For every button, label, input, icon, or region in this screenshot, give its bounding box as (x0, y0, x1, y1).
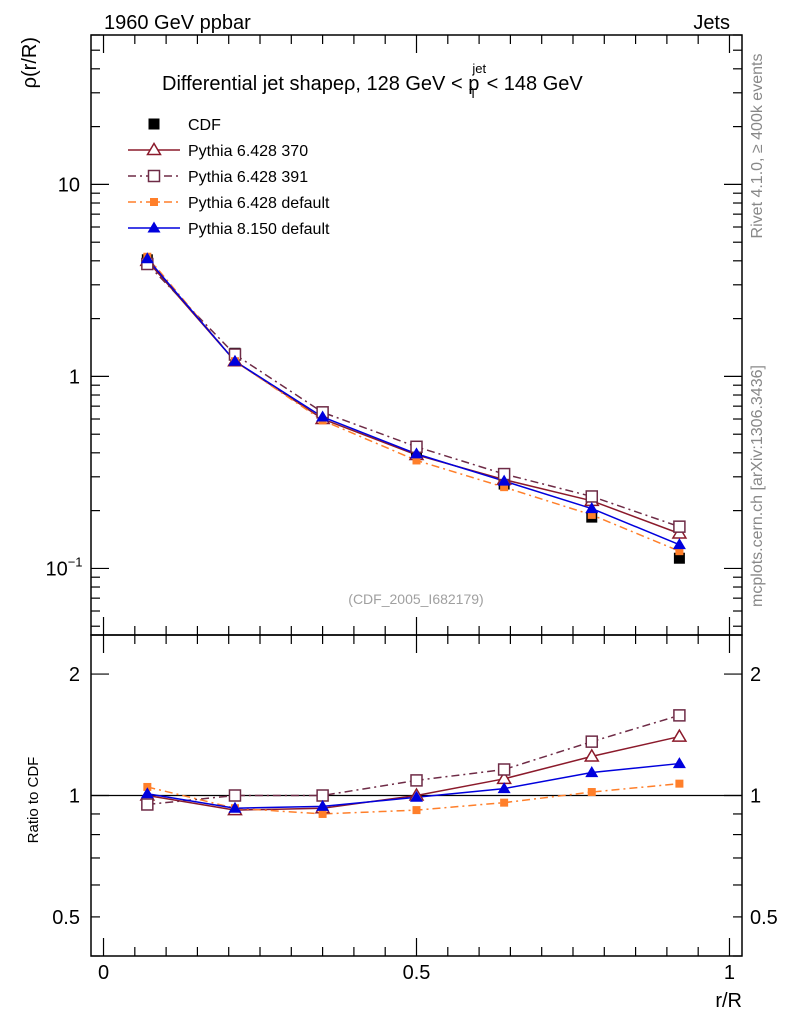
ratio-point-p8def (140, 787, 154, 799)
main-point-p8def (585, 502, 599, 514)
ratio-point-p391 (497, 763, 511, 776)
main-point-p8def (228, 354, 242, 366)
main-point-p6def (412, 456, 421, 465)
ratio-point-p391 (141, 798, 154, 811)
rivet-label: Rivet 4.1.0, ≥ 400k events (749, 54, 766, 239)
plot-title: Differential jet shapeρ, 128 GeV < pjet T… (162, 61, 583, 101)
main-plot-series (139, 252, 688, 564)
main-line-p6def (146, 256, 680, 552)
energy-label: 1960 GeV ppbar (104, 12, 251, 34)
main-point-p8def (497, 474, 511, 486)
legend-label: CDF (188, 117, 221, 134)
title-subscript: T (469, 86, 477, 101)
ratio-point-p8def (497, 782, 511, 794)
x-tick-label: 0 (98, 962, 109, 984)
ratio-point-p6def (500, 798, 509, 807)
ratio-point-p6def (318, 809, 327, 818)
main-point-p6def (675, 547, 684, 556)
main-line-p391 (146, 263, 680, 528)
y-tick-label-main: 10−1 (45, 554, 82, 580)
x-axis-label: r/R (715, 990, 742, 1012)
ratio-plot-series (139, 709, 688, 818)
ratio-point-p391 (316, 789, 329, 802)
ratio-point-p8def (410, 790, 423, 802)
y-axis-label-ratio: Ratio to CDF (25, 757, 42, 844)
legend-marker (148, 118, 160, 130)
ratio-point-p8def (316, 799, 330, 811)
y-tick-label-ratio-left: 1 (69, 786, 80, 808)
legend-marker (147, 169, 161, 183)
x-tick-label: 1 (724, 962, 735, 984)
y-tick-label-ratio-right: 0.5 (750, 907, 778, 929)
main-line-p370 (146, 260, 680, 535)
main-point-p6def (500, 483, 509, 492)
ratio-point-p391 (673, 709, 686, 722)
legend-label: Pythia 6.428 370 (188, 143, 308, 160)
ratio-point-p391 (410, 774, 423, 787)
y-tick-label-main: 10 (58, 174, 80, 196)
legend-marker (147, 221, 161, 233)
main-point-p8def (140, 252, 154, 264)
main-point-cdf (673, 552, 685, 564)
legend-marker (146, 142, 162, 156)
y-axis-label-main: ρ(r/R) (19, 37, 41, 88)
legend-label: Pythia 8.150 default (188, 221, 330, 238)
main-point-p6def (587, 510, 596, 519)
ratio-point-p391 (585, 735, 599, 748)
y-tick-label-ratio-left: 0.5 (52, 907, 80, 929)
ratio-point-p370 (583, 748, 600, 762)
main-point-p391 (673, 520, 686, 533)
title-superscript: jet (471, 61, 486, 76)
ratio-point-p370 (671, 728, 688, 742)
y-tick-label-main: 1 (69, 366, 80, 388)
main-point-p8def (672, 538, 686, 550)
main-point-p8def (316, 410, 330, 422)
axis-ticks: 10 1 10−1 2 2 1 1 0.5 0.5 0 0.5 1 (45, 34, 778, 984)
ratio-point-p6def (587, 788, 596, 797)
legend-label: Pythia 6.428 391 (188, 169, 308, 186)
ratio-point-p6def (675, 779, 684, 788)
ratio-point-p391 (228, 789, 242, 802)
legend-label: Pythia 6.428 default (188, 195, 330, 212)
main-line-p8def (146, 258, 680, 546)
title-tail: < 148 GeV (481, 73, 583, 95)
main-point-p391 (585, 490, 599, 503)
analysis-tag: (CDF_2005_I682179) (348, 591, 483, 607)
y-tick-label-ratio-right: 1 (750, 786, 761, 808)
mcplots-label: mcplots.cern.ch [arXiv:1306.3436] (749, 365, 766, 607)
y-tick-label-ratio-right: 2 (750, 664, 761, 686)
legend: CDF Pythia 6.428 370 Pythia 6.428 391 Pythi… (128, 117, 330, 238)
ratio-point-p6def (412, 806, 421, 815)
y-tick-label-ratio-left: 2 (69, 664, 80, 686)
ratio-point-p8def (228, 801, 242, 813)
x-tick-label: 0.5 (403, 962, 431, 984)
ratio-point-p8def (672, 757, 686, 769)
main-point-p8def (410, 447, 423, 459)
ratio-point-p6def (143, 782, 152, 791)
legend-marker (150, 198, 158, 206)
process-label: Jets (693, 12, 730, 34)
ratio-point-p8def (585, 766, 599, 778)
